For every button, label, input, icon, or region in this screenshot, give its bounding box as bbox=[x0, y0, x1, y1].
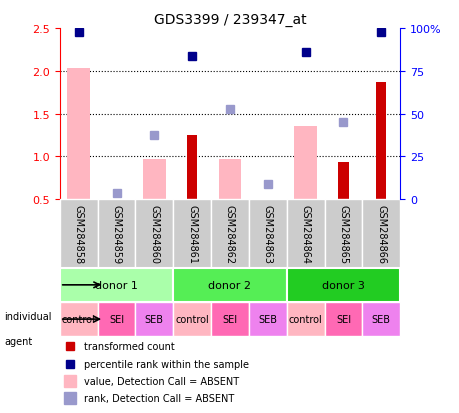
Text: SEI: SEI bbox=[222, 314, 237, 324]
Bar bbox=[375, 83, 386, 200]
FancyBboxPatch shape bbox=[173, 302, 211, 337]
Text: GSM284866: GSM284866 bbox=[375, 204, 386, 263]
Text: SEB: SEB bbox=[258, 314, 277, 324]
FancyBboxPatch shape bbox=[324, 200, 362, 268]
Text: GSM284859: GSM284859 bbox=[111, 204, 121, 263]
FancyBboxPatch shape bbox=[97, 200, 135, 268]
Title: GDS3399 / 239347_at: GDS3399 / 239347_at bbox=[153, 12, 306, 26]
Text: SEI: SEI bbox=[335, 314, 350, 324]
Text: GSM284862: GSM284862 bbox=[224, 204, 235, 263]
Text: GSM284858: GSM284858 bbox=[73, 204, 84, 263]
Text: rank, Detection Call = ABSENT: rank, Detection Call = ABSENT bbox=[84, 393, 233, 403]
FancyBboxPatch shape bbox=[135, 302, 173, 337]
FancyBboxPatch shape bbox=[362, 200, 399, 268]
FancyBboxPatch shape bbox=[173, 200, 211, 268]
FancyBboxPatch shape bbox=[135, 200, 173, 268]
FancyBboxPatch shape bbox=[286, 200, 324, 268]
FancyBboxPatch shape bbox=[60, 200, 97, 268]
Text: SEB: SEB bbox=[145, 314, 163, 324]
FancyBboxPatch shape bbox=[286, 268, 399, 302]
Bar bbox=[218, 159, 241, 200]
Text: GSM284861: GSM284861 bbox=[187, 204, 197, 263]
Text: GSM284865: GSM284865 bbox=[338, 204, 348, 263]
FancyBboxPatch shape bbox=[248, 200, 286, 268]
Text: donor 3: donor 3 bbox=[321, 280, 364, 290]
FancyBboxPatch shape bbox=[173, 268, 286, 302]
Text: individual: individual bbox=[5, 311, 52, 321]
FancyBboxPatch shape bbox=[60, 268, 173, 302]
Bar bbox=[187, 136, 197, 200]
FancyBboxPatch shape bbox=[248, 302, 286, 337]
Text: percentile rank within the sample: percentile rank within the sample bbox=[84, 359, 248, 369]
FancyBboxPatch shape bbox=[211, 302, 248, 337]
Text: donor 1: donor 1 bbox=[95, 280, 138, 290]
Text: control: control bbox=[288, 314, 322, 324]
FancyBboxPatch shape bbox=[324, 302, 362, 337]
Bar bbox=[294, 127, 316, 200]
Bar bbox=[67, 69, 90, 200]
Text: SEB: SEB bbox=[371, 314, 390, 324]
Text: value, Detection Call = ABSENT: value, Detection Call = ABSENT bbox=[84, 376, 238, 386]
Text: SEI: SEI bbox=[109, 314, 124, 324]
Bar bbox=[338, 163, 348, 200]
Text: GSM284860: GSM284860 bbox=[149, 204, 159, 263]
Text: GSM284863: GSM284863 bbox=[262, 204, 272, 263]
FancyBboxPatch shape bbox=[211, 200, 248, 268]
FancyBboxPatch shape bbox=[60, 302, 97, 337]
Text: GSM284864: GSM284864 bbox=[300, 204, 310, 263]
Text: donor 2: donor 2 bbox=[208, 280, 251, 290]
Text: control: control bbox=[175, 314, 208, 324]
Text: control: control bbox=[62, 314, 95, 324]
Text: transformed count: transformed count bbox=[84, 342, 174, 351]
FancyBboxPatch shape bbox=[286, 302, 324, 337]
FancyBboxPatch shape bbox=[97, 302, 135, 337]
Bar bbox=[143, 159, 165, 200]
Text: agent: agent bbox=[5, 336, 33, 346]
FancyBboxPatch shape bbox=[362, 302, 399, 337]
